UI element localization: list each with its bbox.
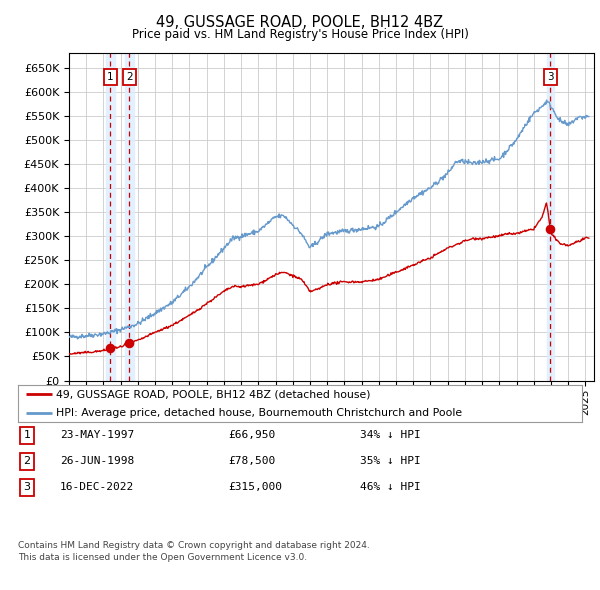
Point: [124, 338, 134, 348]
Text: 34% ↓ HPI: 34% ↓ HPI: [360, 431, 421, 440]
Bar: [106, 53, 115, 381]
Bar: [547, 53, 554, 381]
Text: Price paid vs. HM Land Registry's House Price Index (HPI): Price paid vs. HM Land Registry's House …: [131, 28, 469, 41]
Text: HPI: Average price, detached house, Bournemouth Christchurch and Poole: HPI: Average price, detached house, Bour…: [56, 408, 463, 418]
Text: 3: 3: [23, 483, 31, 492]
Text: 35% ↓ HPI: 35% ↓ HPI: [360, 457, 421, 466]
Text: 1: 1: [107, 72, 113, 82]
Text: 2: 2: [126, 72, 133, 82]
Text: £78,500: £78,500: [228, 457, 275, 466]
Text: Contains HM Land Registry data © Crown copyright and database right 2024.: Contains HM Land Registry data © Crown c…: [18, 541, 370, 550]
Point: [106, 343, 115, 353]
Text: 23-MAY-1997: 23-MAY-1997: [60, 431, 134, 440]
Text: £315,000: £315,000: [228, 483, 282, 492]
Text: 46% ↓ HPI: 46% ↓ HPI: [360, 483, 421, 492]
Text: 49, GUSSAGE ROAD, POOLE, BH12 4BZ (detached house): 49, GUSSAGE ROAD, POOLE, BH12 4BZ (detac…: [56, 389, 371, 399]
Point: [545, 224, 555, 234]
Bar: [125, 53, 134, 381]
Text: 2: 2: [23, 457, 31, 466]
Text: 49, GUSSAGE ROAD, POOLE, BH12 4BZ: 49, GUSSAGE ROAD, POOLE, BH12 4BZ: [157, 15, 443, 30]
Text: 3: 3: [547, 72, 554, 82]
Text: 26-JUN-1998: 26-JUN-1998: [60, 457, 134, 466]
Text: 1: 1: [23, 431, 31, 440]
Text: This data is licensed under the Open Government Licence v3.0.: This data is licensed under the Open Gov…: [18, 553, 307, 562]
Text: £66,950: £66,950: [228, 431, 275, 440]
Text: 16-DEC-2022: 16-DEC-2022: [60, 483, 134, 492]
